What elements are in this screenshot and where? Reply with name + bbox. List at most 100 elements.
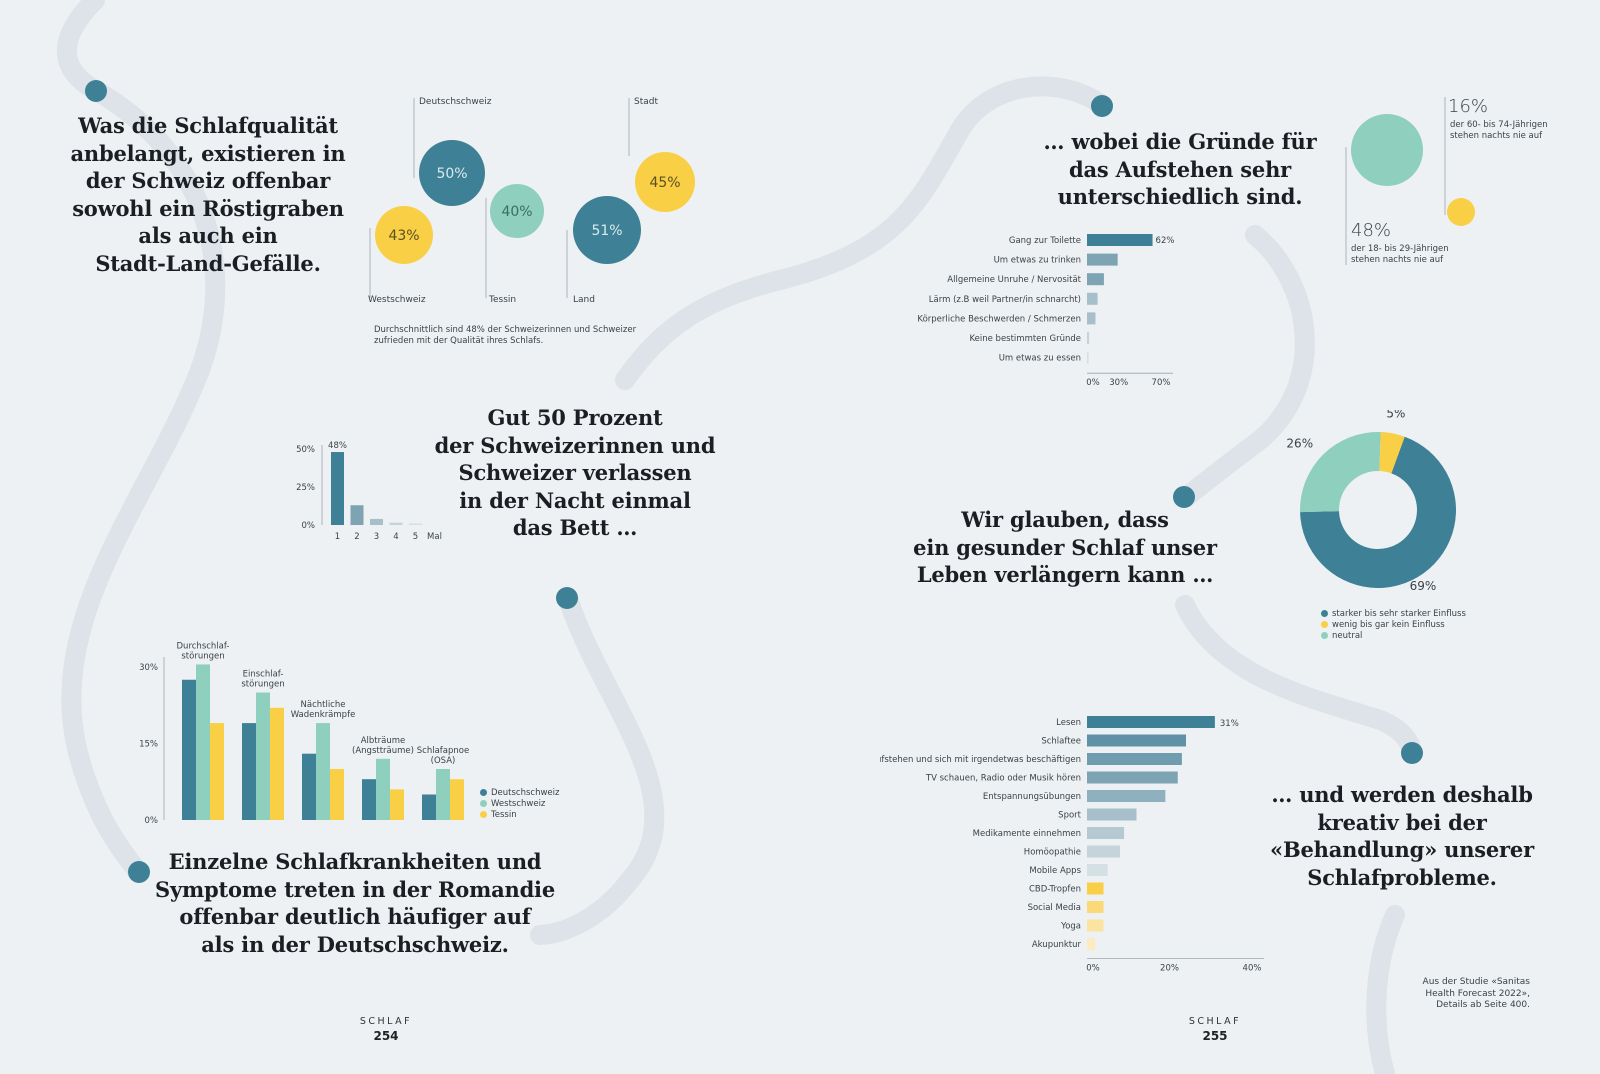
winding-path-bottom-right <box>1366 905 1405 1074</box>
bar-label: Körperliche Beschwerden / Schmerzen <box>917 314 1081 324</box>
bar-label: Schlaftee <box>1041 737 1081 747</box>
bar-label: Entspannungsübungen <box>983 792 1081 802</box>
x-tick-label: 2 <box>354 532 359 542</box>
bubble-value-westschweiz: 43% <box>388 228 419 244</box>
bar <box>1087 882 1104 895</box>
bar-tessin <box>390 789 404 820</box>
legend-label: Tessin <box>491 809 517 820</box>
x-tick-label: 5 <box>413 532 418 542</box>
legend-item: Tessin <box>480 809 559 820</box>
age-stat-big-caption: der 18- bis 29-Jährigen stehen nachts ni… <box>1351 244 1449 265</box>
bar <box>1087 808 1137 821</box>
category-label-line: (Angstträume) <box>352 746 414 756</box>
x-tick-label: 70% <box>1152 378 1171 388</box>
bar <box>1087 919 1104 932</box>
age-bubble-60-74 <box>1447 198 1475 226</box>
bar-label: Um etwas zu essen <box>999 354 1081 364</box>
bar-label: Lärm (z.B weil Partner/in schnarcht) <box>929 295 1081 305</box>
bar <box>1087 253 1118 266</box>
category-label-line: Nächtliche <box>301 700 346 710</box>
bar-westschweiz <box>256 692 270 820</box>
y-tick-label: 15% <box>139 740 158 750</box>
data-label: 62% <box>1156 236 1175 246</box>
bubble-label-deutschschweiz: Deutschschweiz <box>419 97 492 107</box>
headline-leave-bed: Gut 50 Prozent der Schweizerinnen und Sc… <box>434 405 716 540</box>
age-stat-small-caption: der 60- bis 74-Jährigen stehen nachts ni… <box>1450 120 1548 141</box>
path-node <box>1091 95 1113 117</box>
donut-slice <box>1379 432 1405 474</box>
headline-healthy-sleep: Wir glauben, dass ein gesunder Schlaf un… <box>913 507 1217 587</box>
x-tick-label: 20% <box>1160 964 1179 974</box>
bar <box>1087 771 1178 784</box>
y-tick-label: 50% <box>296 445 315 455</box>
data-label: 48% <box>328 441 347 451</box>
bar-westschweiz <box>196 664 210 820</box>
category-label-line: Einschlaf- <box>243 670 284 680</box>
bar-tessin <box>330 769 344 820</box>
legend-label: Westschweiz <box>491 798 546 809</box>
bar-tessin <box>210 723 224 820</box>
bar-label: Aufstehen und sich mit irgendetwas besch… <box>880 755 1081 765</box>
symptoms-legend: Deutschschweiz Westschweiz Tessin <box>480 787 559 820</box>
chart-sleep-remedies: Lesen Schlaftee Aufstehen und sich mit irg… <box>880 716 1264 974</box>
legend-swatch <box>1321 632 1328 639</box>
category-label-line: Wadenkrämpfe <box>291 710 356 720</box>
legend-swatch <box>1321 610 1328 617</box>
bubble-label-westschweiz: Westschweiz <box>368 295 426 305</box>
category-label-line: (OSA) <box>431 756 456 766</box>
legend-swatch <box>1321 621 1328 628</box>
footer-section: SCHLAF <box>359 1016 413 1027</box>
category-label: Nächtliche Wadenkrämpfe <box>291 700 356 720</box>
bar <box>1087 864 1108 876</box>
age-stat-big-value: 48% <box>1351 220 1392 241</box>
winding-path-middle <box>615 76 1112 390</box>
path-node <box>556 587 578 609</box>
bubble-value-deutschschweiz: 50% <box>436 166 467 182</box>
bubble-westschweiz <box>375 206 433 264</box>
category-label-line: Schlafapnoe <box>417 746 469 756</box>
donut-label: 69% <box>1410 579 1437 593</box>
bar <box>1087 790 1166 802</box>
path-node <box>1173 486 1195 508</box>
bar-label: Akupunktur <box>1032 940 1082 950</box>
bubble-chart-note: Durchschnittlich sind 48% der Schweizeri… <box>374 325 637 346</box>
page-number: 254 <box>373 1029 399 1043</box>
bar-deutschschweiz <box>242 723 256 820</box>
bar-label: Mobile Apps <box>1029 866 1081 876</box>
x-tick-label: 4 <box>393 532 398 542</box>
donut-slice <box>1300 432 1381 513</box>
bar <box>409 523 422 525</box>
bar-label: Um etwas zu trinken <box>994 256 1081 266</box>
x-tick-label: 0% <box>1086 378 1100 388</box>
footer-right: SCHLAF 255 <box>1175 1016 1255 1043</box>
y-tick-label: 25% <box>296 483 315 493</box>
source-note: Aus der Studie «Sanitas Health Forecast … <box>1422 977 1530 1010</box>
bar <box>1087 273 1104 286</box>
donut-label: 26% <box>1286 436 1313 450</box>
bar <box>1087 734 1186 747</box>
bar <box>1087 753 1182 765</box>
legend-label: wenig bis gar kein Einfluss <box>1332 619 1445 630</box>
bar <box>1087 827 1125 839</box>
bar <box>1087 292 1098 305</box>
category-label-line: Albträume <box>361 736 406 746</box>
winding-path-right <box>1175 225 1315 508</box>
bar-label: Gang zur Toilette <box>1009 236 1081 246</box>
age-bubble-18-29 <box>1351 114 1423 186</box>
bar-label: Allgemeine Unruhe / Nervosität <box>947 275 1081 285</box>
bar <box>1087 332 1090 344</box>
chart-influence-donut: 69% 26% 5% <box>1286 410 1456 593</box>
winding-path-right-lower <box>1175 595 1422 762</box>
legend-item: Westschweiz <box>480 798 559 809</box>
bubble-land <box>573 196 641 264</box>
bubble-label-land: Land <box>573 295 595 305</box>
chart-sleep-disorders: 30%15%0%Durchschlaf-störungenEinschlaf-s… <box>139 641 469 826</box>
category-label: Schlafapnoe (OSA) <box>417 746 469 766</box>
bar-label: TV schauen, Radio oder Musik hören <box>925 774 1081 784</box>
bar <box>350 505 364 525</box>
bar-label: Yoga <box>1060 922 1081 932</box>
bar <box>370 518 383 525</box>
bar-deutschschweiz <box>362 779 376 820</box>
footer-left: SCHLAF 254 <box>346 1016 426 1043</box>
headline-reasons: … wobei die Gründe für das Aufstehen seh… <box>1043 129 1317 209</box>
